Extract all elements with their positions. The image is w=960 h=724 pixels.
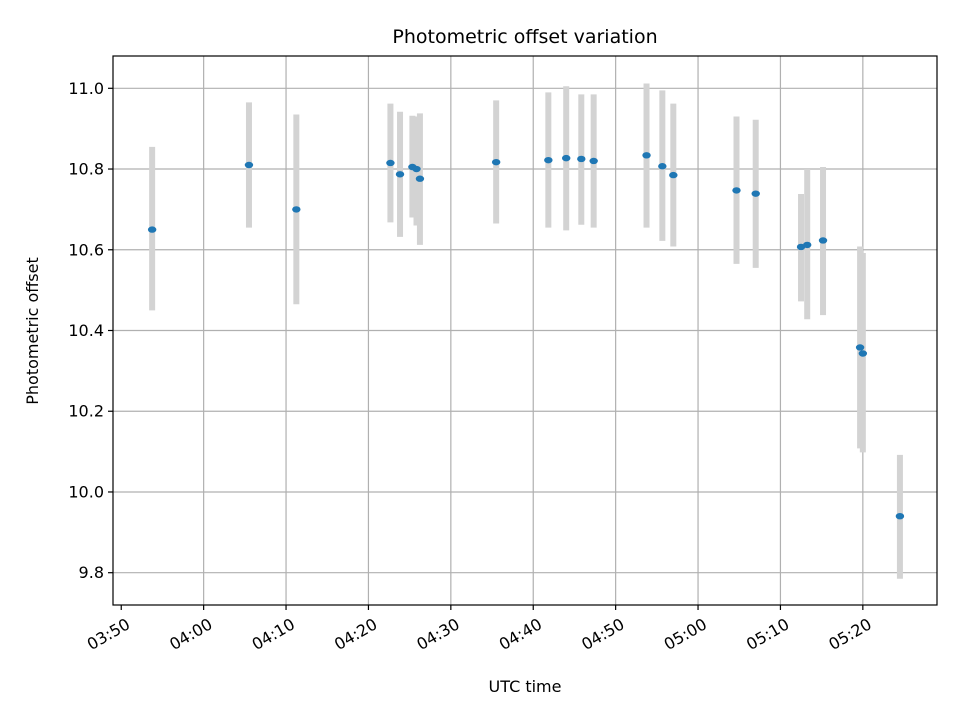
y-tick-label: 10.6 [68, 240, 104, 259]
data-point-4 [395, 171, 405, 178]
data-point-23 [895, 512, 905, 520]
data-point-16 [732, 187, 741, 194]
data-point-layer [147, 152, 905, 520]
data-point-0 [147, 226, 157, 233]
data-point-7 [415, 175, 425, 182]
y-tick-label: 10.2 [68, 402, 104, 421]
data-point-17 [751, 190, 760, 197]
data-point-1 [244, 161, 254, 169]
data-point-19 [803, 241, 812, 249]
data-point-21 [855, 344, 865, 351]
y-axis-label: Photometric offset [23, 257, 42, 405]
y-tick-label: 11.0 [68, 79, 104, 98]
chart-title: Photometric offset variation [392, 26, 657, 48]
data-point-20 [818, 237, 828, 244]
data-point-12 [589, 157, 598, 165]
y-tick-label: 10.4 [68, 321, 104, 340]
y-tick-label: 10.0 [68, 482, 104, 501]
data-point-3 [386, 159, 395, 167]
y-axis-ticks: 9.8 10.0 10.2 10.4 10.6 10.8 11.0 [68, 79, 113, 582]
data-point-9 [544, 156, 553, 164]
data-point-2 [292, 206, 301, 213]
data-point-11 [577, 155, 586, 163]
data-point-14 [658, 163, 667, 170]
data-point-15 [669, 171, 678, 179]
x-axis-label: UTC time [489, 677, 562, 696]
data-point-10 [562, 154, 571, 162]
y-tick-label: 10.8 [68, 160, 104, 179]
data-point-22 [858, 350, 868, 357]
data-point-6 [412, 165, 421, 173]
data-point-13 [642, 152, 651, 159]
y-tick-label: 9.8 [79, 563, 104, 582]
data-point-8 [491, 158, 501, 166]
